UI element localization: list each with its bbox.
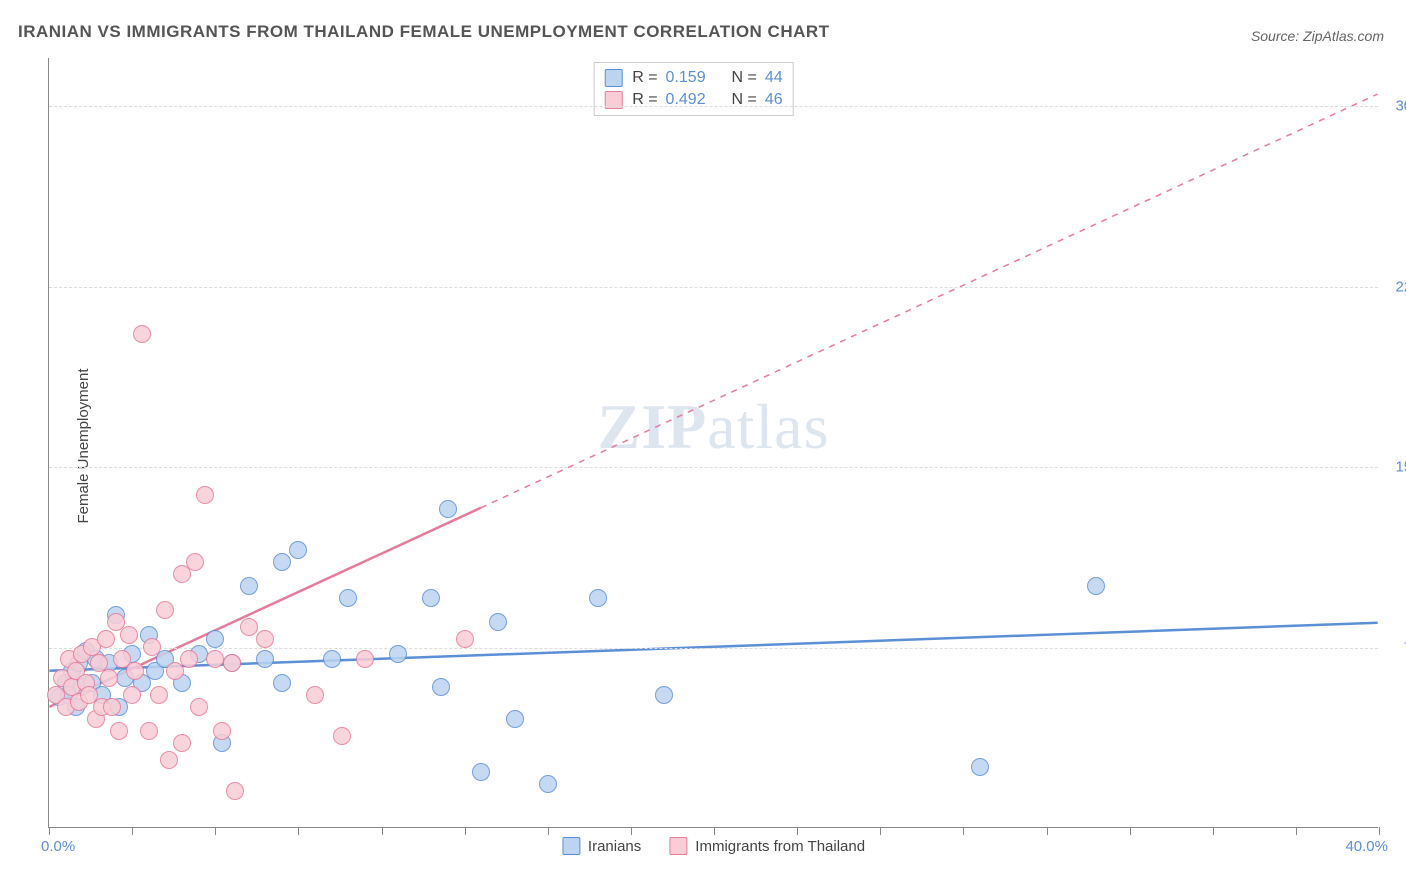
x-tick — [382, 827, 383, 835]
legend-swatch — [604, 69, 622, 87]
gridline — [49, 467, 1378, 468]
x-tick — [215, 827, 216, 835]
legend-label: Iranians — [588, 838, 641, 855]
legend-swatch — [562, 837, 580, 855]
data-point — [422, 589, 440, 607]
data-point — [206, 630, 224, 648]
series-legend: Iranians Immigrants from Thailand — [562, 837, 865, 855]
x-tick — [1213, 827, 1214, 835]
data-point — [240, 577, 258, 595]
data-point — [589, 589, 607, 607]
watermark-zip: ZIP — [598, 391, 708, 462]
data-point — [190, 698, 208, 716]
n-label: N = — [732, 69, 757, 87]
gridline — [49, 648, 1378, 649]
trend-line-extrapolated — [481, 94, 1378, 508]
data-point — [126, 662, 144, 680]
x-tick — [49, 827, 50, 835]
data-point — [539, 775, 557, 793]
data-point — [1087, 577, 1105, 595]
legend-row: R =0.492N =46 — [604, 89, 782, 111]
data-point — [489, 613, 507, 631]
legend-swatch — [669, 837, 687, 855]
x-tick — [548, 827, 549, 835]
data-point — [356, 650, 374, 668]
data-point — [97, 630, 115, 648]
trend-lines-layer — [49, 58, 1378, 827]
legend-label: Immigrants from Thailand — [695, 838, 865, 855]
data-point — [389, 645, 407, 663]
data-point — [226, 782, 244, 800]
r-label: R = — [632, 69, 657, 87]
x-tick — [1379, 827, 1380, 835]
data-point — [180, 650, 198, 668]
data-point — [156, 601, 174, 619]
legend-item: Iranians — [562, 837, 641, 855]
data-point — [472, 763, 490, 781]
chart-title: IRANIAN VS IMMIGRANTS FROM THAILAND FEMA… — [18, 22, 830, 42]
data-point — [143, 638, 161, 656]
correlation-legend: R = 0.159 N = 44 R =0.492N =46 — [593, 62, 793, 116]
data-point — [100, 669, 118, 687]
scatter-plot-area: ZIPatlas R =0.159N =44R =0.492N =46 Iran… — [48, 58, 1378, 828]
x-tick — [631, 827, 632, 835]
data-point — [196, 486, 214, 504]
gridline — [49, 106, 1378, 107]
data-point — [289, 541, 307, 559]
data-point — [110, 722, 128, 740]
data-point — [339, 589, 357, 607]
x-tick — [880, 827, 881, 835]
x-axis-min-label: 0.0% — [41, 838, 75, 855]
data-point — [273, 674, 291, 692]
data-point — [432, 678, 450, 696]
data-point — [173, 734, 191, 752]
data-point — [256, 630, 274, 648]
y-tick-label: 15.0% — [1395, 459, 1406, 476]
data-point — [323, 650, 341, 668]
x-tick — [132, 827, 133, 835]
data-point — [160, 751, 178, 769]
data-point — [120, 626, 138, 644]
data-point — [655, 686, 673, 704]
data-point — [186, 553, 204, 571]
source-attribution: Source: ZipAtlas.com — [1251, 28, 1384, 44]
gridline — [49, 287, 1378, 288]
n-value: 44 — [765, 69, 783, 87]
x-tick — [1047, 827, 1048, 835]
data-point — [273, 553, 291, 571]
data-point — [506, 710, 524, 728]
x-tick — [714, 827, 715, 835]
data-point — [439, 500, 457, 518]
data-point — [306, 686, 324, 704]
data-point — [971, 758, 989, 776]
data-point — [333, 727, 351, 745]
data-point — [213, 722, 231, 740]
watermark: ZIPatlas — [598, 390, 830, 464]
y-tick-label: 30.0% — [1395, 98, 1406, 115]
data-point — [223, 654, 241, 672]
x-tick — [465, 827, 466, 835]
y-tick-label: 22.5% — [1395, 278, 1406, 295]
x-tick — [963, 827, 964, 835]
x-tick — [1296, 827, 1297, 835]
x-tick — [298, 827, 299, 835]
data-point — [150, 686, 168, 704]
x-axis-max-label: 40.0% — [1345, 838, 1388, 855]
x-tick — [1130, 827, 1131, 835]
data-point — [140, 722, 158, 740]
x-tick — [797, 827, 798, 835]
legend-row: R = 0.159 N = 44 — [604, 67, 782, 89]
legend-item: Immigrants from Thailand — [669, 837, 865, 855]
data-point — [133, 325, 151, 343]
watermark-atlas: atlas — [707, 391, 829, 462]
data-point — [256, 650, 274, 668]
data-point — [123, 686, 141, 704]
data-point — [240, 618, 258, 636]
r-value: 0.159 — [666, 69, 718, 87]
data-point — [103, 698, 121, 716]
data-point — [206, 650, 224, 668]
data-point — [456, 630, 474, 648]
